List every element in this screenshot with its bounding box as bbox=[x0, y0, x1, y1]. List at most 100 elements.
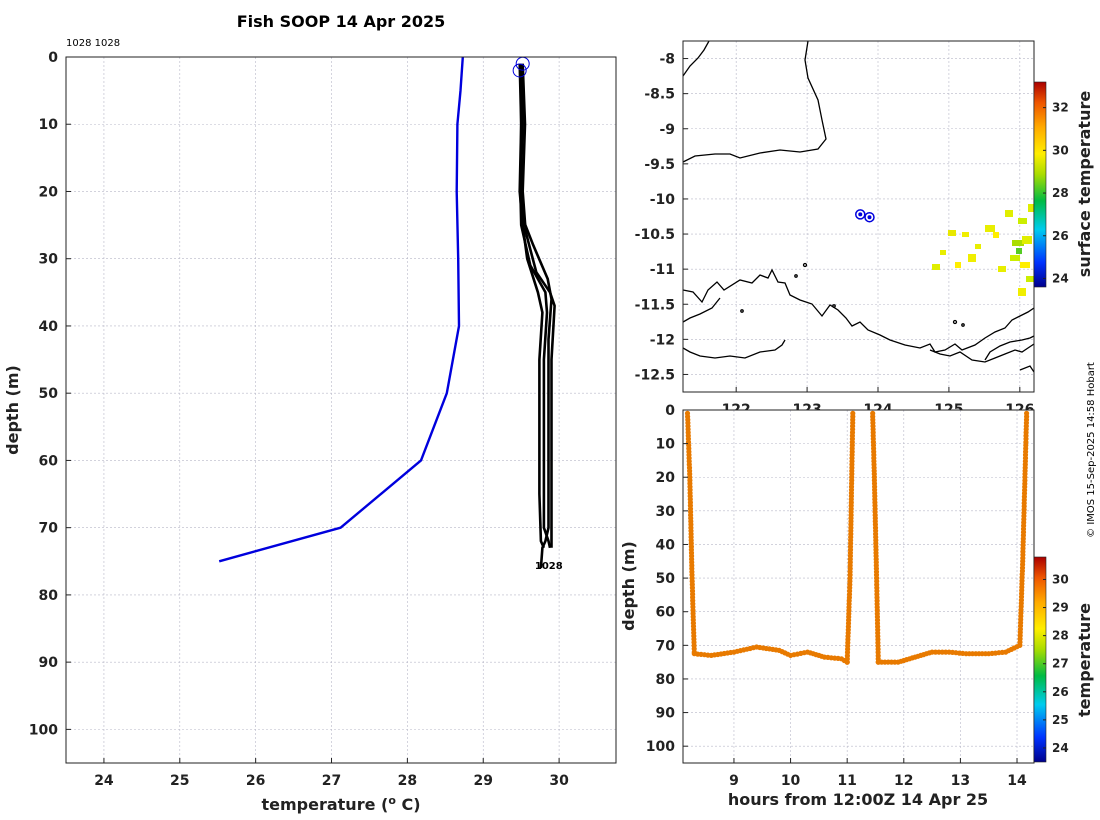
map-colorbar-tick-label: 30 bbox=[1052, 143, 1069, 157]
coastline-south bbox=[683, 339, 786, 359]
timeseries-colorbar bbox=[1033, 556, 1047, 763]
map-track-marker bbox=[855, 209, 866, 220]
profile-series-reference bbox=[218, 56, 464, 563]
sst-pixel bbox=[985, 225, 995, 232]
profile-y-tick-label: 20 bbox=[39, 184, 59, 200]
profile-y-tick-label: 80 bbox=[39, 588, 59, 604]
timeseries-colorbar-tick-label: 26 bbox=[1052, 685, 1069, 699]
sst-pixel bbox=[1016, 248, 1022, 254]
profile-frame bbox=[65, 56, 617, 764]
map-y-tick-label: -11 bbox=[650, 262, 675, 278]
profile-y-tick-label: 60 bbox=[39, 453, 59, 469]
map-chart: 122123124125126-8-8.5-9-9.5-10-10.5-11-1… bbox=[635, 40, 1094, 418]
timeseries-y-tick-label: 80 bbox=[656, 672, 676, 688]
sst-pixel bbox=[932, 264, 940, 270]
timeseries-colorbar-ticks: 24 25 26 27 28 29 30 bbox=[1043, 572, 1069, 755]
coastline-north bbox=[683, 41, 710, 77]
profile-x-tick-label: 26 bbox=[246, 773, 265, 789]
map-colorbar-tick-label: 24 bbox=[1052, 271, 1069, 285]
map-track bbox=[855, 209, 875, 223]
timeseries-grid bbox=[683, 409, 1034, 763]
map-colorbar-tick-label: 28 bbox=[1052, 186, 1069, 200]
timeseries-colorbar-tick-label: 24 bbox=[1052, 741, 1069, 755]
map-y-tick-label: -10.5 bbox=[635, 227, 675, 243]
sst-pixel bbox=[948, 230, 956, 236]
map-y-tick-label: -10 bbox=[650, 192, 676, 208]
timeseries-y-tick-label: 10 bbox=[656, 437, 676, 453]
profile-y-tick-label: 0 bbox=[48, 50, 58, 66]
timeseries-y-tick-label: 20 bbox=[656, 470, 676, 486]
timeseries-colorbar-tick-label: 25 bbox=[1052, 713, 1069, 727]
map-sst-pixels bbox=[932, 204, 1034, 296]
timeseries-y-tick-label: 50 bbox=[656, 571, 676, 587]
timeseries-y-axis-label: depth (m) bbox=[619, 541, 638, 631]
profile-x-tick-label: 30 bbox=[549, 773, 569, 789]
profile-y-tick-label: 70 bbox=[39, 521, 59, 537]
timeseries-point bbox=[1024, 410, 1030, 416]
profile-x-tick-label: 28 bbox=[398, 773, 417, 789]
sst-pixel bbox=[1012, 240, 1024, 246]
timeseries-x-tick-label: 13 bbox=[951, 773, 970, 789]
map-y-tick-label: -11.5 bbox=[635, 297, 675, 313]
profile-x-tick-label: 24 bbox=[94, 773, 114, 789]
figure-title: Fish SOOP 14 Apr 2025 bbox=[237, 12, 446, 31]
coastline-sumba-west bbox=[683, 297, 721, 323]
sst-pixel bbox=[975, 244, 981, 249]
sst-pixel bbox=[1020, 262, 1030, 268]
map-colorbar-label: surface temperature bbox=[1075, 91, 1094, 278]
profile-y-tick-label: 40 bbox=[39, 319, 59, 335]
sst-pixel bbox=[968, 254, 976, 262]
map-plot-area bbox=[683, 41, 1034, 392]
profile-y-axis-label: depth (m) bbox=[3, 365, 22, 455]
map-y-tick-label: -9 bbox=[659, 122, 675, 138]
islet-4 bbox=[961, 323, 965, 327]
map-track-marker bbox=[864, 211, 875, 223]
sst-pixel bbox=[993, 232, 999, 238]
timeseries-y-tick-label: 40 bbox=[656, 537, 676, 553]
profile-x-tick-label: 25 bbox=[170, 773, 189, 789]
profile-end-label: 1028 bbox=[535, 561, 563, 572]
profile-y-tick-label: 100 bbox=[29, 722, 58, 738]
copyright-note: © IMOS 15-Sep-2025 14:58 Hobart bbox=[1086, 362, 1097, 538]
profile-y-tick-label: 90 bbox=[39, 655, 59, 671]
sst-pixel bbox=[1018, 218, 1027, 224]
timeseries-colorbar-tick-label: 28 bbox=[1052, 629, 1069, 643]
timeseries-point bbox=[850, 410, 856, 416]
map-colorbar-ticks: 24 26 28 30 32 bbox=[1043, 101, 1069, 285]
profile-x-axis-label: temperature (o C) bbox=[261, 794, 420, 814]
timeseries-x-tick-label: 14 bbox=[1007, 773, 1027, 789]
sst-pixel bbox=[1026, 276, 1034, 282]
timeseries-points bbox=[684, 410, 1030, 665]
map-y-tick-label: -12.5 bbox=[635, 367, 675, 383]
timeseries-ticks: 9 10 11 12 13 14 0 10 20 30 40 50 60 70 80 90 100 bbox=[646, 403, 1027, 789]
sst-pixel bbox=[1028, 204, 1034, 212]
map-land bbox=[683, 41, 1034, 373]
islet-1 bbox=[802, 262, 808, 268]
map-y-tick-label: -9.5 bbox=[644, 157, 675, 173]
map-track-point bbox=[858, 212, 863, 217]
sst-pixel bbox=[962, 232, 969, 237]
sst-pixel bbox=[1005, 210, 1013, 217]
coastline-flores bbox=[984, 335, 1034, 361]
coastline-sumba bbox=[683, 268, 1034, 353]
timeseries-x-tick-label: 12 bbox=[894, 773, 913, 789]
islet-6 bbox=[740, 309, 744, 313]
profile-start-marker bbox=[512, 63, 527, 78]
profile-chart: 1028 24 25 26 27 28 29 30 0 10 20 30 40 50 60 70 80 90 10… bbox=[3, 50, 617, 814]
profile-ids-label: 1028 1028 bbox=[66, 38, 120, 49]
timeseries-x-axis-label: hours from 12:00Z 14 Apr 25 bbox=[728, 790, 988, 809]
islet-5 bbox=[832, 304, 836, 308]
map-y-tick-label: -8 bbox=[659, 52, 675, 68]
timeseries-x-tick-label: 10 bbox=[781, 773, 801, 789]
map-colorbar bbox=[1033, 81, 1047, 288]
timeseries-colorbar-tick-label: 27 bbox=[1052, 657, 1069, 671]
sst-pixel bbox=[1010, 255, 1020, 261]
timeseries-y-tick-label: 70 bbox=[656, 638, 676, 654]
timeseries-y-tick-label: 60 bbox=[656, 605, 676, 621]
profile-ticks: 24 25 26 27 28 29 30 0 10 20 30 40 50 60 70 80 90 100 bbox=[29, 50, 569, 789]
sst-pixel bbox=[998, 266, 1006, 272]
map-y-tick-label: -12 bbox=[650, 332, 675, 348]
profile-series: 1028 bbox=[218, 56, 563, 572]
profile-x-tick-label: 27 bbox=[322, 773, 341, 789]
